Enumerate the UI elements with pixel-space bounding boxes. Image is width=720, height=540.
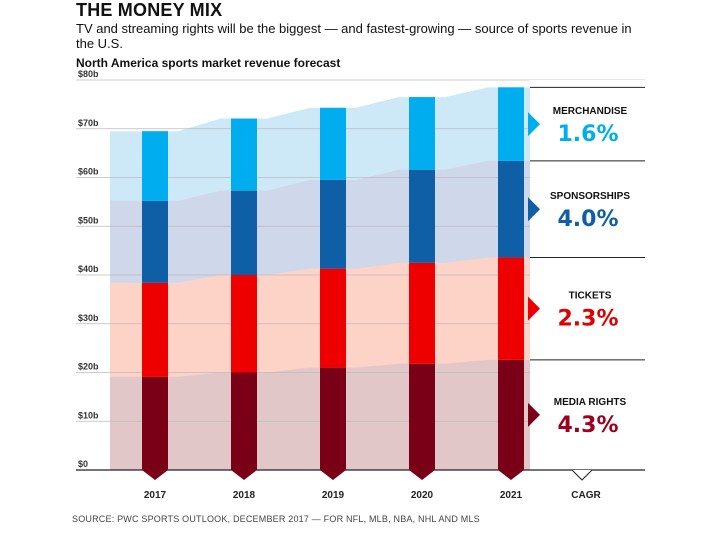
bar-segment-tickets [231,275,257,373]
bar-segment-sponsorships [142,200,168,283]
bar-segment-merchandise [409,97,435,170]
bar-segment-sponsorships [409,169,435,263]
bar-segment-merchandise [142,131,168,201]
y-tick-label: $70b [78,118,99,128]
y-tick-label: $60b [78,167,99,177]
bar-segment-tickets [498,257,524,360]
x-axis: 2017 2018 2019 2020 2021 CAGR [144,469,601,501]
chart-title: North America sports market revenue fore… [76,56,341,70]
x-tick-label: 2017 [144,490,167,501]
y-tick-label: $50b [78,215,99,225]
cagr-pointer [528,296,540,321]
bar-segment-media-rights [498,359,524,470]
bar-segment-sponsorships [231,190,257,275]
cagr-series-label: MERCHANDISE [553,106,628,117]
cagr-value: 4.3% [557,413,618,438]
y-tick-label: $10b [78,410,99,420]
cagr-pointer [528,402,540,427]
y-axis: $0 $10b $20b $30b $40b $50b $60b $70b $80b [78,69,99,469]
cagr-value: 1.6% [557,122,618,147]
cagr-panel: MEDIA RIGHTS 4.3% TICKETS 2.3% SPONSORSHIPS 4… [528,80,645,469]
y-tick-label: $20b [78,362,99,372]
bar-tip [231,470,257,480]
bar-segment-sponsorships [320,179,346,269]
page-subtitle: TV and streaming rights will be the bigg… [76,21,632,51]
x-tick-label: 2020 [411,490,434,501]
bar-segment-media-rights [231,372,257,470]
bar-segment-merchandise [231,118,257,191]
y-tick-label: $30b [78,313,99,323]
x-tick-label-cagr: CAGR [571,490,601,501]
x-tick-label: 2018 [233,490,256,501]
x-tick-label: 2021 [500,490,523,501]
bar-segment-tickets [320,268,346,368]
bar-segment-media-rights [142,376,168,470]
bar-tip [409,470,435,480]
bar-segment-media-rights [409,363,435,470]
cagr-pointer [528,112,540,137]
source-note: SOURCE: PWC SPORTS OUTLOOK, DECEMBER 201… [72,514,480,524]
bar-segment-sponsorships [498,160,524,258]
bar-segment-tickets [142,282,168,377]
bar-tip [320,470,346,480]
cagr-series-label: SPONSORSHIPS [550,191,630,202]
bar-segment-merchandise [498,87,524,161]
x-tick-label: 2019 [322,490,345,501]
page-title: THE MONEY MIX [76,0,223,20]
cagr-panel-bg [530,80,645,469]
y-tick-label: $40b [78,264,99,274]
cagr-value: 2.3% [557,307,618,332]
bar-segment-merchandise [320,107,346,180]
cagr-series-label: MEDIA RIGHTS [554,397,627,408]
bar-tip [142,470,168,480]
stacked-bars [142,87,524,480]
cagr-tip [571,469,593,481]
bar-segment-media-rights [320,367,346,470]
cagr-series-label: TICKETS [569,291,612,302]
bar-segment-tickets [409,262,435,364]
y-tick-label: $0 [78,459,88,469]
y-tick-label: $80b [78,69,99,79]
cagr-pointer [528,197,540,222]
bar-tip [498,470,524,480]
cagr-value: 4.0% [557,207,618,232]
